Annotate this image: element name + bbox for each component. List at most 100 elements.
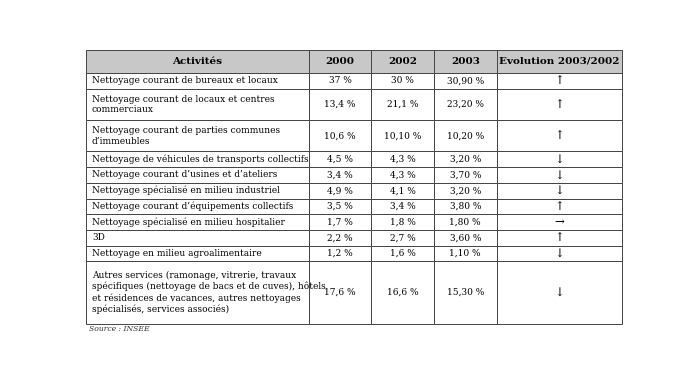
Text: 2,7 %: 2,7 %: [390, 233, 415, 242]
Bar: [309, 183, 371, 199]
Text: ↓: ↓: [554, 168, 564, 182]
Bar: [371, 246, 434, 261]
Text: 4,5 %: 4,5 %: [327, 155, 353, 164]
Text: 16,6 %: 16,6 %: [387, 288, 419, 297]
Text: 30,90 %: 30,90 %: [446, 76, 484, 85]
Text: 2002: 2002: [388, 57, 417, 66]
Bar: [497, 120, 622, 151]
Bar: [309, 261, 371, 324]
Bar: [434, 183, 497, 199]
Bar: [309, 214, 371, 230]
Text: ↑: ↑: [554, 98, 564, 111]
Bar: [309, 120, 371, 151]
Bar: [371, 73, 434, 89]
Bar: [434, 261, 497, 324]
Text: Source : INSEE: Source : INSEE: [89, 326, 150, 333]
Bar: [86, 261, 309, 324]
Bar: [371, 230, 434, 246]
Text: 1,10 %: 1,10 %: [449, 249, 481, 258]
Text: 23,20 %: 23,20 %: [447, 100, 484, 109]
Text: ↑: ↑: [554, 231, 564, 244]
Bar: [434, 167, 497, 183]
Bar: [371, 120, 434, 151]
Bar: [309, 246, 371, 261]
Bar: [86, 120, 309, 151]
Text: Nettoyage courant de parties communes
d’immeubles: Nettoyage courant de parties communes d’…: [92, 126, 280, 146]
Text: 10,20 %: 10,20 %: [446, 131, 484, 140]
Text: ↑: ↑: [554, 74, 564, 87]
Text: 30 %: 30 %: [391, 76, 414, 85]
Bar: [86, 73, 309, 89]
Text: Nettoyage courant de bureaux et locaux: Nettoyage courant de bureaux et locaux: [92, 76, 278, 85]
Text: 3,4 %: 3,4 %: [327, 170, 353, 180]
Bar: [497, 199, 622, 214]
Text: ↑: ↑: [554, 200, 564, 213]
Bar: [434, 73, 497, 89]
Text: Nettoyage courant de locaux et centres
commerciaux: Nettoyage courant de locaux et centres c…: [92, 95, 274, 114]
Bar: [434, 120, 497, 151]
Bar: [86, 167, 309, 183]
Text: 15,30 %: 15,30 %: [446, 288, 484, 297]
Bar: [434, 50, 497, 73]
Text: →: →: [554, 216, 564, 229]
Bar: [371, 89, 434, 120]
Bar: [309, 73, 371, 89]
Bar: [497, 151, 622, 167]
Text: Autres services (ramonage, vitrerie, travaux
spécifiques (nettoyage de bacs et d: Autres services (ramonage, vitrerie, tra…: [92, 271, 325, 314]
Bar: [371, 261, 434, 324]
Text: Nettoyage de véhicules de transports collectifs: Nettoyage de véhicules de transports col…: [92, 154, 309, 164]
Text: 3,60 %: 3,60 %: [450, 233, 481, 242]
Text: 37 %: 37 %: [328, 76, 352, 85]
Bar: [497, 214, 622, 230]
Text: 3,5 %: 3,5 %: [327, 202, 353, 211]
Bar: [497, 167, 622, 183]
Bar: [86, 183, 309, 199]
Bar: [434, 214, 497, 230]
Bar: [371, 50, 434, 73]
Bar: [86, 214, 309, 230]
Text: 4,3 %: 4,3 %: [390, 170, 415, 180]
Bar: [371, 151, 434, 167]
Text: 3D: 3D: [92, 233, 105, 242]
Text: Nettoyage spécialisé en milieu industriel: Nettoyage spécialisé en milieu industrie…: [92, 186, 280, 196]
Text: Evolution 2003/2002: Evolution 2003/2002: [499, 57, 620, 66]
Text: Nettoyage courant d’usines et d’ateliers: Nettoyage courant d’usines et d’ateliers: [92, 170, 277, 180]
Bar: [309, 167, 371, 183]
Text: 2000: 2000: [325, 57, 354, 66]
Text: ↓: ↓: [554, 286, 564, 299]
Bar: [434, 230, 497, 246]
Text: ↓: ↓: [554, 247, 564, 260]
Bar: [434, 151, 497, 167]
Text: 1,8 %: 1,8 %: [390, 218, 415, 227]
Text: ↑: ↑: [554, 129, 564, 142]
Bar: [371, 183, 434, 199]
Bar: [86, 151, 309, 167]
Text: 3,4 %: 3,4 %: [390, 202, 415, 211]
Bar: [497, 89, 622, 120]
Bar: [309, 230, 371, 246]
Text: ↓: ↓: [554, 184, 564, 197]
Bar: [497, 261, 622, 324]
Bar: [309, 199, 371, 214]
Bar: [434, 89, 497, 120]
Bar: [86, 246, 309, 261]
Text: 3,70 %: 3,70 %: [450, 170, 481, 180]
Text: Nettoyage en milieu agroalimentaire: Nettoyage en milieu agroalimentaire: [92, 249, 262, 258]
Bar: [86, 230, 309, 246]
Text: 2,2 %: 2,2 %: [327, 233, 353, 242]
Text: 3,20 %: 3,20 %: [450, 155, 481, 164]
Bar: [309, 151, 371, 167]
Text: 1,80 %: 1,80 %: [449, 218, 481, 227]
Text: 4,9 %: 4,9 %: [327, 186, 353, 195]
Text: Nettoyage spécialisé en milieu hospitalier: Nettoyage spécialisé en milieu hospitali…: [92, 217, 285, 227]
Text: 13,4 %: 13,4 %: [324, 100, 356, 109]
Bar: [86, 199, 309, 214]
Text: Nettoyage courant d’équipements collectifs: Nettoyage courant d’équipements collecti…: [92, 202, 293, 211]
Text: 1,6 %: 1,6 %: [390, 249, 415, 258]
Bar: [497, 230, 622, 246]
Bar: [371, 214, 434, 230]
Text: 3,20 %: 3,20 %: [450, 186, 481, 195]
Bar: [86, 89, 309, 120]
Text: 10,10 %: 10,10 %: [384, 131, 422, 140]
Bar: [497, 183, 622, 199]
